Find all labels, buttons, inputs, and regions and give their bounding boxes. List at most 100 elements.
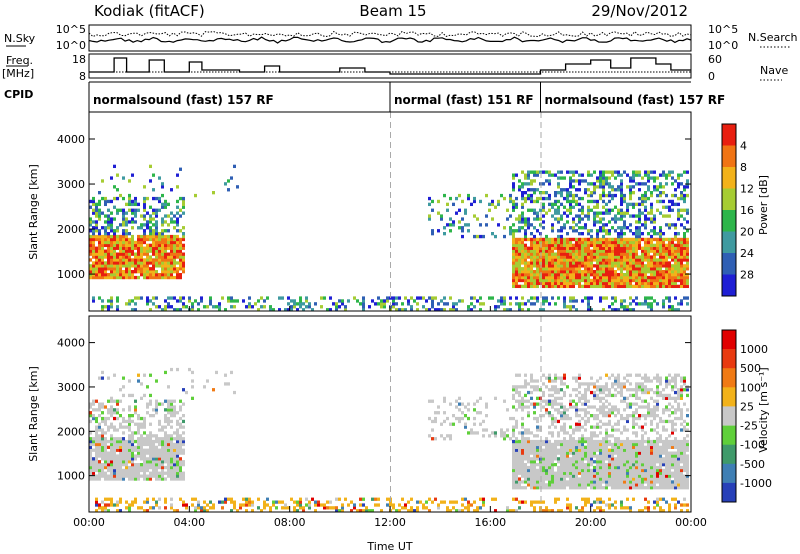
velocity-cell	[536, 486, 539, 490]
velocity-cell	[446, 416, 449, 421]
velocity-cell	[143, 477, 146, 481]
velocity-cell	[584, 468, 587, 473]
velocity-cell	[416, 506, 419, 510]
power-cell	[428, 214, 431, 218]
velocity-cell	[551, 474, 554, 478]
velocity-cell	[584, 388, 587, 392]
velocity-cell	[536, 471, 539, 475]
power-cell	[161, 273, 164, 277]
velocity-cell	[626, 497, 629, 501]
power-cell	[572, 173, 575, 177]
power-cell	[647, 302, 650, 306]
power-cell	[521, 302, 524, 306]
power-cell	[656, 243, 659, 248]
power-cell	[623, 299, 626, 303]
power-cell	[101, 305, 104, 309]
power-cell	[650, 270, 653, 274]
power-cell	[302, 308, 305, 312]
velocity-cell	[587, 437, 590, 441]
velocity-cell	[575, 393, 578, 398]
power-cell	[524, 252, 527, 256]
power-cell	[158, 196, 161, 201]
power-cell	[179, 275, 182, 280]
velocity-cell	[245, 509, 248, 513]
velocity-cell	[524, 463, 527, 467]
power-cell	[581, 237, 584, 242]
power-cell	[410, 296, 413, 300]
power-cell	[581, 173, 584, 177]
velocity-cell	[128, 506, 131, 510]
velocity-cell	[539, 500, 542, 504]
power-cell	[287, 308, 290, 312]
power-cell	[89, 217, 92, 221]
velocity-cell	[155, 471, 158, 475]
velocity-cell	[473, 408, 476, 412]
power-cell	[161, 217, 164, 221]
velocity-cell	[602, 442, 605, 447]
velocity-cell	[113, 471, 116, 475]
velocity-cell	[587, 382, 590, 386]
velocity-cell	[452, 500, 455, 504]
velocity-cell	[530, 390, 533, 395]
velocity-cell	[443, 396, 446, 400]
velocity-cell	[644, 471, 647, 475]
velocity-cell	[173, 460, 176, 464]
power-cell	[620, 234, 623, 239]
power-cell	[614, 243, 617, 248]
velocity-cell	[164, 414, 167, 418]
power-cell	[176, 240, 179, 245]
velocity-cell	[557, 460, 560, 464]
power-cell	[149, 261, 152, 265]
velocity-cell	[179, 468, 182, 473]
velocity-cell	[92, 414, 95, 418]
velocity-cell	[584, 414, 587, 418]
power-cell	[134, 261, 137, 265]
power-cell	[686, 302, 689, 306]
power-cell	[560, 193, 563, 198]
power-cell	[548, 170, 551, 174]
velocity-cell	[158, 439, 161, 444]
power-cell	[179, 214, 182, 218]
power-cell	[539, 217, 542, 221]
power-cell	[593, 243, 596, 248]
velocity-cell	[191, 396, 194, 400]
velocity-cell	[605, 411, 608, 415]
velocity-cell	[164, 431, 167, 435]
velocity-cell	[149, 477, 152, 481]
power-cell	[182, 302, 185, 306]
velocity-cell	[620, 399, 623, 403]
power-cell	[629, 240, 632, 245]
power-cell	[653, 273, 656, 277]
power-cell	[656, 249, 659, 253]
velocity-cell	[119, 439, 122, 444]
power-cell	[542, 299, 545, 303]
power-cell	[98, 211, 101, 215]
power-cell	[170, 252, 173, 256]
velocity-cell	[140, 439, 143, 444]
power-cell	[518, 308, 521, 312]
power-cell	[626, 249, 629, 253]
velocity-cell	[596, 483, 599, 487]
velocity-cell	[584, 428, 587, 432]
velocity-cell	[545, 457, 548, 461]
power-cell	[587, 229, 590, 233]
power-cell	[563, 284, 566, 289]
power-cell	[605, 273, 608, 277]
velocity-cell	[566, 385, 569, 389]
power-cell	[551, 246, 554, 250]
velocity-cell	[563, 463, 566, 467]
velocity-cell	[476, 411, 479, 415]
power-cell	[545, 234, 548, 239]
power-cell	[674, 179, 677, 183]
power-cell	[644, 182, 647, 186]
power-cell	[512, 278, 515, 283]
power-cell	[644, 249, 647, 253]
velocity-cell	[110, 463, 113, 467]
power-cell	[680, 255, 683, 259]
velocity-cell	[182, 463, 185, 467]
velocity-cell	[560, 425, 563, 429]
power-cell	[164, 240, 167, 245]
velocity-cell	[563, 408, 566, 412]
power-cell	[146, 255, 149, 259]
power-cell	[674, 255, 677, 259]
